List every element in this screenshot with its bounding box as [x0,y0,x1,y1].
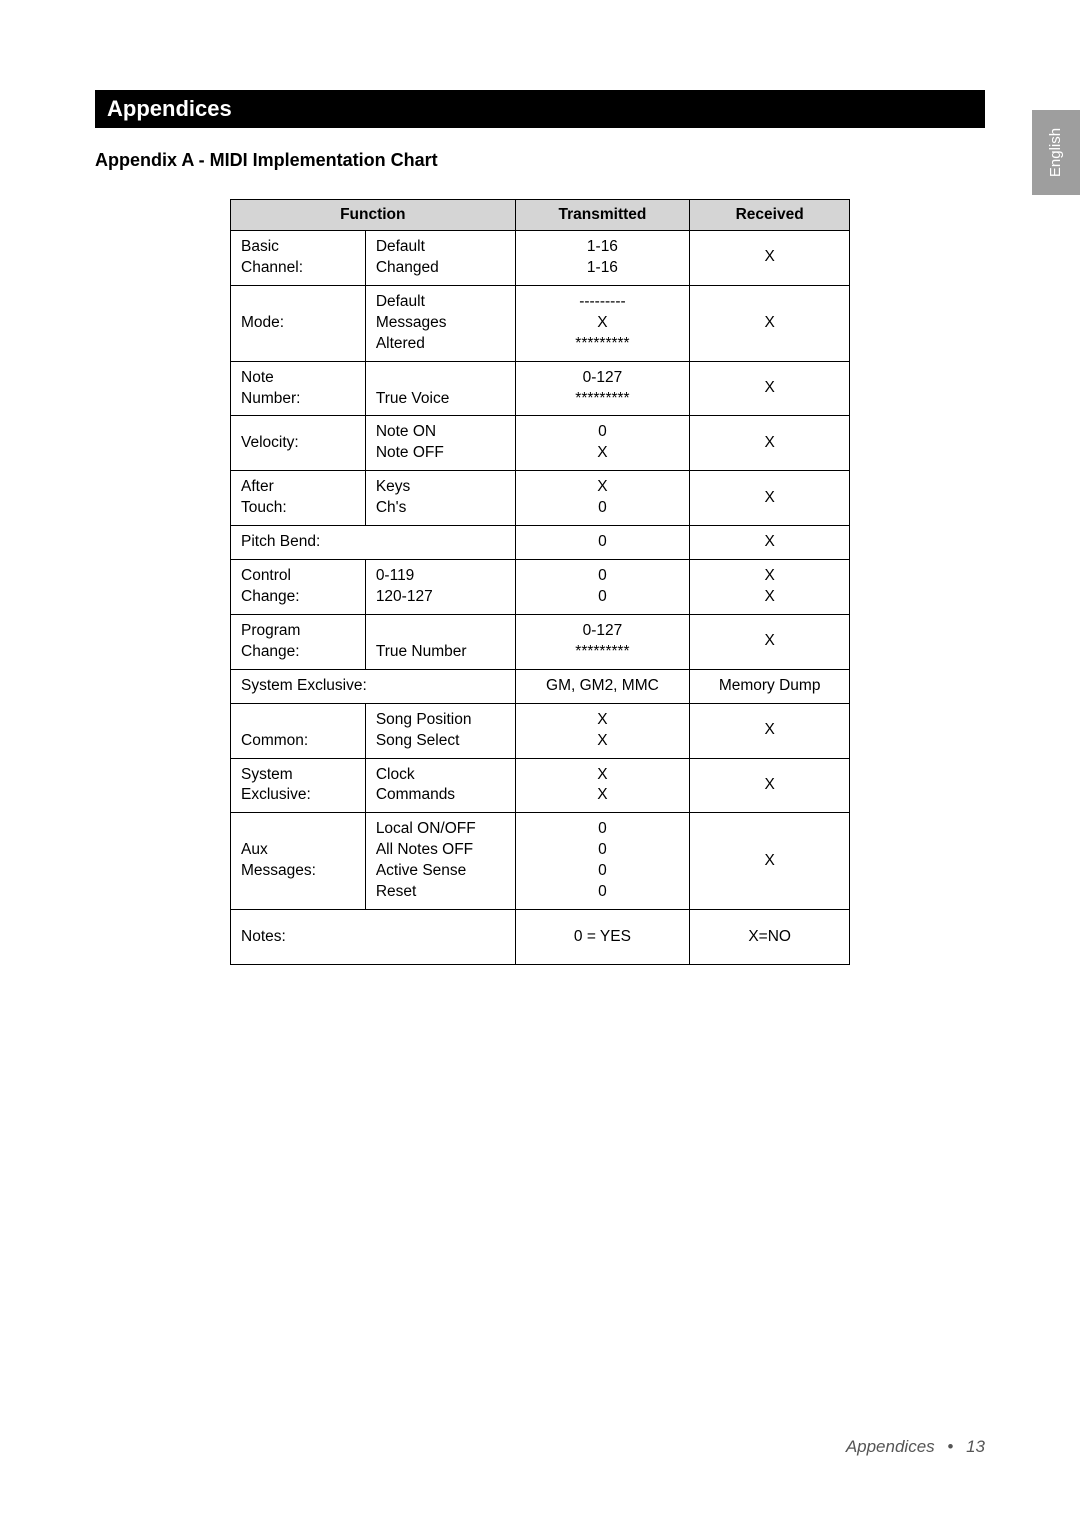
table-notes-row: Notes:0 = YESX=NO [231,910,850,965]
page-footer: Appendices • 13 [846,1437,985,1457]
table-row: ProgramChange: True Number0-127*********… [231,614,850,669]
cell-function-1: Common: [231,703,366,758]
table-row: ControlChange:0-119120-12700XX [231,560,850,615]
table-row: NoteNumber: True Voice0-127*********X [231,361,850,416]
language-tab-label: English [1048,128,1065,177]
table-row: AuxMessages: Local ON/OFFAll Notes OFFAc… [231,813,850,910]
cell-received: X [690,285,850,361]
footer-separator: • [947,1437,953,1456]
cell-received: X [690,813,850,910]
table-row: Mode: DefaultMessagesAltered---------X**… [231,285,850,361]
table-row: Common:Song PositionSong SelectXXX [231,703,850,758]
cell-received: X [690,526,850,560]
cell-transmitted: 00 [515,560,690,615]
cell-function-1: AuxMessages: [231,813,366,910]
cell-received: X [690,471,850,526]
cell-function-2: Local ON/OFFAll Notes OFFActive SenseRes… [365,813,515,910]
cell-notes-rx: X=NO [690,910,850,965]
cell-received: XX [690,560,850,615]
table-header-row: Function Transmitted Received [231,200,850,231]
cell-transmitted: 0000 [515,813,690,910]
header-received: Received [690,200,850,231]
appendix-subtitle: Appendix A - MIDI Implementation Chart [95,150,985,171]
cell-function: System Exclusive: [231,669,516,703]
footer-section: Appendices [846,1437,935,1456]
table-row: AfterTouch:KeysCh'sX0X [231,471,850,526]
cell-function-2: True Voice [365,361,515,416]
section-banner: Appendices [95,90,985,128]
cell-function-1: AfterTouch: [231,471,366,526]
cell-function-1: ProgramChange: [231,614,366,669]
cell-function-1: Velocity: [231,416,366,471]
table-row: BasicChannel:DefaultChanged1-161-16X [231,231,850,286]
cell-received: X [690,361,850,416]
cell-received: X [690,758,850,813]
cell-received: Memory Dump [690,669,850,703]
cell-function-2: Song PositionSong Select [365,703,515,758]
cell-transmitted: X0 [515,471,690,526]
cell-function-1: BasicChannel: [231,231,366,286]
table-row: Velocity:Note ONNote OFF0XX [231,416,850,471]
language-tab: English [1032,110,1080,195]
cell-transmitted: 0-127********* [515,361,690,416]
cell-transmitted: 0-127********* [515,614,690,669]
cell-transmitted: ---------X********* [515,285,690,361]
header-function: Function [231,200,516,231]
cell-transmitted: GM, GM2, MMC [515,669,690,703]
midi-implementation-table: Function Transmitted Received BasicChann… [230,199,850,965]
cell-function-2: Note ONNote OFF [365,416,515,471]
cell-function-1: SystemExclusive: [231,758,366,813]
cell-notes-label: Notes: [231,910,516,965]
cell-function: Pitch Bend: [231,526,516,560]
table-row: SystemExclusive:ClockCommandsXXX [231,758,850,813]
cell-transmitted: 0 [515,526,690,560]
cell-transmitted: XX [515,703,690,758]
cell-transmitted: XX [515,758,690,813]
cell-received: X [690,231,850,286]
cell-function-2: 0-119120-127 [365,560,515,615]
cell-function-2: DefaultChanged [365,231,515,286]
cell-function-2: KeysCh's [365,471,515,526]
cell-function-1: NoteNumber: [231,361,366,416]
cell-received: X [690,703,850,758]
cell-received: X [690,416,850,471]
cell-received: X [690,614,850,669]
cell-function-2: ClockCommands [365,758,515,813]
table-row: Pitch Bend:0X [231,526,850,560]
cell-function-2: True Number [365,614,515,669]
footer-page-number: 13 [966,1437,985,1456]
cell-transmitted: 0X [515,416,690,471]
cell-notes-tx: 0 = YES [515,910,690,965]
table-row: System Exclusive:GM, GM2, MMCMemory Dump [231,669,850,703]
cell-transmitted: 1-161-16 [515,231,690,286]
cell-function-1: ControlChange: [231,560,366,615]
cell-function-1: Mode: [231,285,366,361]
header-transmitted: Transmitted [515,200,690,231]
cell-function-2: DefaultMessagesAltered [365,285,515,361]
